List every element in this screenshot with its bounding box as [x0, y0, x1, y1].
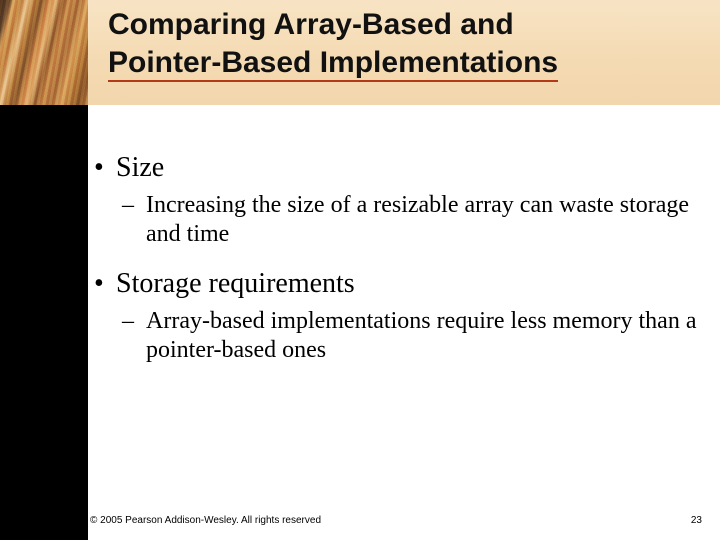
header-band: Comparing Array-Based and Pointer-Based …: [0, 0, 720, 105]
slide-title: Comparing Array-Based and Pointer-Based …: [108, 6, 708, 81]
footer-page-number: 23: [691, 515, 702, 526]
title-line-1: Comparing Array-Based and: [108, 8, 514, 41]
bullet-text: Size: [116, 152, 164, 183]
bullet-text: Increasing the size of a resizable array…: [146, 192, 689, 247]
bullet-level2: Array-based implementations require less…: [88, 307, 708, 366]
header-decorative-image: [0, 0, 88, 105]
bullet-level1: Storage requirements: [88, 266, 708, 301]
bullet-level2: Increasing the size of a resizable array…: [88, 191, 708, 250]
slide: Comparing Array-Based and Pointer-Based …: [0, 0, 720, 540]
bullet-level1: Size: [88, 150, 708, 185]
title-line-2: Pointer-Based Implementations: [108, 46, 558, 82]
bullet-text: Array-based implementations require less…: [146, 308, 697, 363]
bullet-text: Storage requirements: [116, 268, 355, 299]
slide-body: Size Increasing the size of a resizable …: [88, 150, 708, 381]
sidebar-black-strip: [0, 105, 88, 540]
footer-copyright: © 2005 Pearson Addison-Wesley. All right…: [90, 515, 321, 526]
